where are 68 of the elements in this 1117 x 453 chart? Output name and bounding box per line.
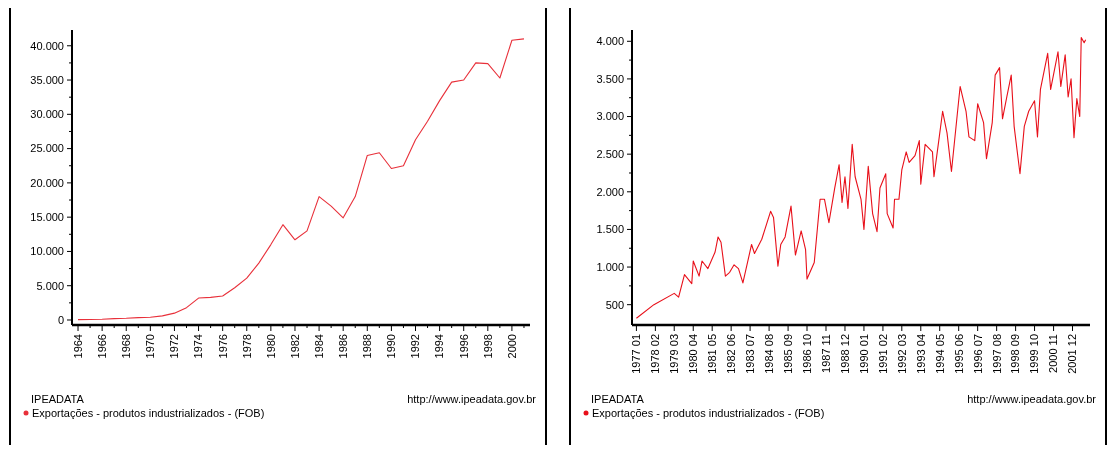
- x-tick-label: 1987 11: [819, 334, 832, 373]
- x-tick-label: 1980: [264, 334, 277, 359]
- x-tick-label: 1978: [240, 334, 253, 359]
- x-tick-label: 1972: [168, 334, 181, 359]
- x-tick-label: 1994: [433, 334, 446, 359]
- x-tick-label: 1978 02: [649, 334, 662, 374]
- x-tick-label: 1968: [120, 334, 133, 359]
- x-tick-label: 1996: [457, 334, 470, 359]
- x-tick-label: 2001 12: [1066, 334, 1079, 374]
- x-tick-label: 1998 09: [1009, 334, 1022, 374]
- line-series: [77, 38, 525, 321]
- x-tick-label: 2000 11: [1047, 334, 1060, 373]
- y-tick-label: 40.000: [30, 39, 64, 52]
- text: IPEADATA: [591, 393, 645, 405]
- x-tick-label: 1990 01: [857, 334, 870, 374]
- x-tick-label: 1985 09: [781, 334, 794, 374]
- y-tick-label: 4.000: [596, 35, 624, 48]
- text: Exportações - produtos industrializados - (FOB): [592, 407, 825, 419]
- y-tick-label: 2.000: [596, 185, 624, 198]
- y-tick-label: 3.000: [596, 110, 624, 123]
- y-tick-label: 35.000: [30, 73, 64, 86]
- x-tick-label: 1995 06: [952, 334, 965, 374]
- x-tick-label: 1996 07: [971, 334, 984, 374]
- x-tick-label: 1986 10: [800, 334, 813, 374]
- y-tick-label: 30.000: [30, 108, 64, 121]
- text: Exportações - produtos industrializados - (FOB): [32, 407, 265, 419]
- x-tick-label: 1991 02: [876, 334, 889, 374]
- x-tick-label: 1984 08: [762, 334, 775, 374]
- x-tick-label: 1982 06: [725, 334, 737, 374]
- y-tick-label: 1.500: [596, 223, 624, 236]
- x-tick-label: 1981 05: [706, 334, 719, 374]
- x-tick-label: 1964: [71, 334, 84, 359]
- x-tick-label: 1976: [216, 334, 229, 359]
- y-tick-label: 3.500: [596, 72, 624, 85]
- line-series: [635, 36, 1087, 319]
- x-tick-label: 1988: [361, 334, 374, 359]
- x-tick-label: 1998: [481, 334, 494, 359]
- y-tick-label: 1.000: [596, 260, 624, 273]
- x-tick-label: 1970: [144, 334, 157, 359]
- x-tick-label: 1992 03: [895, 334, 908, 374]
- x-tick-label: 1988 12: [838, 334, 851, 374]
- x-tick-label: 2000: [505, 334, 518, 359]
- x-tick-label: 1980 04: [687, 334, 700, 374]
- x-tick-label: 1992: [409, 334, 422, 359]
- y-tick-label: 5.000: [36, 279, 64, 292]
- y-tick-label: 500: [605, 298, 624, 311]
- text: IPEADATA: [31, 393, 85, 405]
- x-tick-label: 1966: [95, 334, 108, 359]
- x-tick-label: 1974: [192, 334, 205, 359]
- x-tick-label: 1979 03: [668, 334, 681, 374]
- y-tick-label: 2.500: [596, 148, 624, 161]
- x-tick-label: 1993 04: [914, 334, 927, 374]
- text: http://www.ipeadata.gov.br: [407, 393, 537, 405]
- y-tick-label: 10.000: [30, 245, 64, 258]
- x-tick-label: 1986: [337, 334, 350, 359]
- x-tick-label: 1999 10: [1028, 334, 1041, 374]
- y-tick-label: 15.000: [30, 211, 64, 224]
- y-tick-label: 25.000: [30, 142, 64, 155]
- x-tick-label: 1982: [288, 334, 301, 359]
- x-tick-label: 1983 07: [743, 334, 756, 374]
- x-tick-label: 1984: [312, 334, 325, 359]
- x-tick-label: 1990: [385, 334, 398, 359]
- x-tick-label: 1997 08: [990, 334, 1003, 374]
- x-tick-label: 1994 05: [933, 334, 946, 374]
- text: http://www.ipeadata.gov.br: [967, 393, 1097, 405]
- y-tick-label: 0: [57, 313, 64, 326]
- y-tick-label: 20.000: [30, 176, 64, 189]
- x-tick-label: 1977 01: [630, 334, 643, 374]
